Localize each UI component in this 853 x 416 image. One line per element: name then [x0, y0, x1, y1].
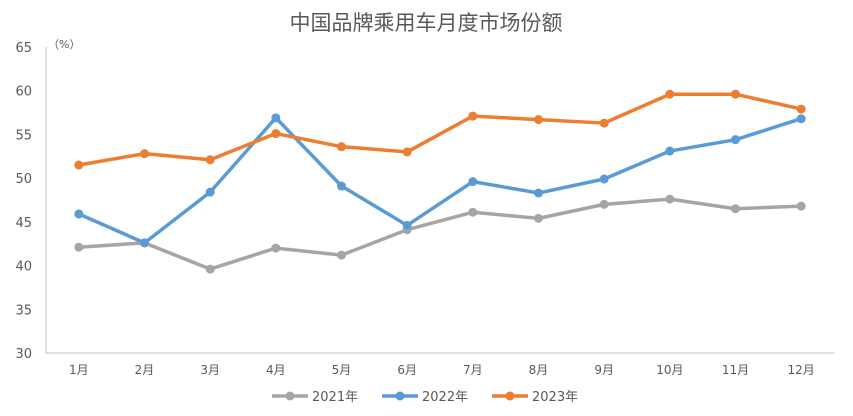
y-tick-label: 30 — [15, 347, 32, 362]
data-point — [205, 187, 215, 197]
data-point — [468, 177, 478, 187]
data-point — [665, 194, 675, 204]
data-point — [337, 181, 346, 191]
data-point — [140, 238, 149, 248]
x-tick-label: 5月 — [332, 363, 352, 377]
data-point — [468, 207, 478, 217]
y-tick-label: 35 — [15, 303, 32, 318]
legend-marker — [395, 391, 405, 401]
legend-label: 2022年 — [422, 390, 468, 405]
series-line — [78, 116, 802, 245]
x-tick-label: 7月 — [463, 363, 483, 377]
x-tick-label: 9月 — [594, 363, 614, 377]
chart-title: 中国品牌乘用车月度市场份额 — [290, 11, 563, 35]
data-point — [534, 213, 543, 223]
legend-item: 2022年 — [382, 390, 468, 405]
data-point — [337, 142, 346, 152]
data-point — [599, 118, 609, 128]
x-tick-label: 1月 — [69, 363, 89, 377]
data-point — [140, 149, 149, 159]
series-line — [78, 197, 802, 271]
x-tick-label: 3月 — [200, 363, 220, 377]
y-tick-label: 65 — [15, 41, 32, 56]
series-line — [78, 92, 802, 167]
data-point — [74, 209, 84, 219]
data-point — [205, 155, 215, 165]
x-tick-label: 11月 — [722, 363, 749, 377]
legend-marker — [285, 391, 295, 401]
data-point — [796, 114, 806, 124]
data-point — [402, 147, 412, 157]
legend-item: 2021年 — [272, 390, 358, 405]
series-2023年 — [74, 89, 806, 170]
legend-label: 2023年 — [532, 390, 578, 405]
y-tick-label: 45 — [15, 216, 32, 231]
data-point — [271, 129, 281, 139]
data-point — [665, 146, 675, 156]
data-point — [665, 89, 675, 99]
y-tick-label: 60 — [15, 85, 32, 100]
x-tick-label: 8月 — [529, 363, 549, 377]
legend-item: 2023年 — [492, 390, 578, 405]
data-point — [402, 220, 412, 230]
x-tick-label: 2月 — [135, 363, 155, 377]
x-tick-label: 4月 — [266, 363, 286, 377]
data-point — [337, 250, 346, 260]
data-point — [599, 174, 609, 184]
x-tick-label: 12月 — [788, 363, 815, 377]
data-point — [731, 204, 740, 214]
y-tick-label: 55 — [15, 128, 32, 143]
data-point — [205, 264, 215, 274]
legend-label: 2021年 — [312, 390, 358, 405]
data-point — [74, 242, 84, 252]
legend-marker — [505, 391, 515, 401]
x-tick-label: 10月 — [656, 363, 683, 377]
y-axis-unit: （%） — [48, 38, 80, 51]
data-point — [731, 89, 740, 99]
x-tick-label: 6月 — [397, 363, 417, 377]
data-point — [534, 115, 543, 125]
series-2022年 — [74, 113, 806, 248]
data-point — [731, 135, 740, 145]
data-point — [599, 199, 609, 209]
data-point — [468, 111, 478, 121]
data-point — [796, 104, 806, 114]
data-point — [534, 188, 543, 198]
data-point — [796, 201, 806, 211]
y-tick-label: 40 — [15, 260, 32, 275]
data-point — [74, 160, 84, 170]
y-tick-label: 50 — [15, 172, 32, 187]
data-point — [271, 113, 281, 123]
series-2021年 — [74, 194, 806, 274]
data-point — [271, 243, 281, 253]
